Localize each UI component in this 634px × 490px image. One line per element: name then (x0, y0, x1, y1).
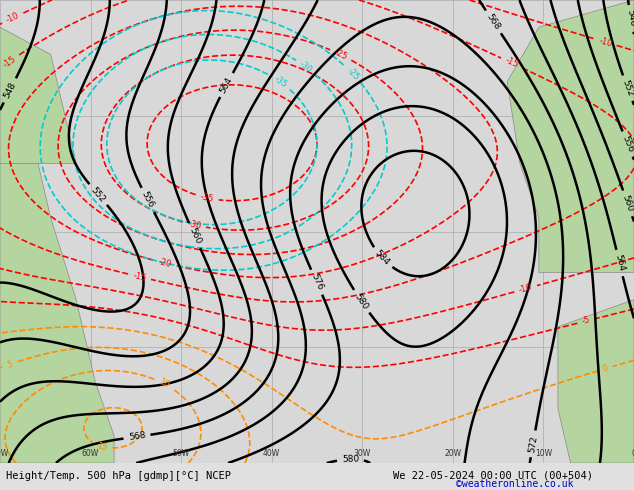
Text: 548: 548 (2, 81, 18, 100)
Text: ©weatheronline.co.uk: ©weatheronline.co.uk (456, 479, 574, 489)
Polygon shape (507, 0, 634, 272)
Text: 580: 580 (342, 454, 359, 464)
Text: -10: -10 (4, 11, 21, 25)
Text: 572: 572 (527, 435, 539, 453)
Text: -5: -5 (581, 316, 592, 326)
Text: 40W: 40W (263, 449, 280, 458)
Text: 580: 580 (353, 292, 370, 311)
Text: 556: 556 (620, 134, 634, 154)
Text: 5: 5 (6, 359, 13, 369)
Text: -10: -10 (518, 283, 533, 295)
Text: 20W: 20W (444, 449, 462, 458)
Text: 556: 556 (140, 190, 156, 210)
Text: 30W: 30W (354, 449, 371, 458)
Text: 15: 15 (96, 441, 108, 452)
Text: 10: 10 (157, 377, 171, 390)
Text: 560: 560 (187, 226, 202, 245)
Polygon shape (558, 299, 634, 463)
Text: 548: 548 (625, 9, 634, 27)
Text: 564: 564 (613, 254, 626, 272)
Text: -25: -25 (333, 48, 349, 62)
Text: 568: 568 (128, 431, 146, 442)
Text: -35: -35 (200, 192, 215, 204)
Text: -35: -35 (273, 74, 288, 90)
Text: -10: -10 (598, 36, 613, 49)
Text: -30: -30 (298, 59, 314, 75)
Text: 70W: 70W (0, 449, 9, 458)
Text: 584: 584 (373, 248, 391, 267)
Text: -15: -15 (132, 271, 147, 283)
Text: 60W: 60W (82, 449, 99, 458)
Text: -20: -20 (157, 257, 172, 269)
Text: 552: 552 (621, 78, 634, 98)
Text: 0: 0 (631, 449, 634, 458)
Text: We 22-05-2024 00:00 UTC (00+504): We 22-05-2024 00:00 UTC (00+504) (393, 470, 593, 481)
Text: -15: -15 (504, 56, 520, 70)
Text: Height/Temp. 500 hPa [gdmp][°C] NCEP: Height/Temp. 500 hPa [gdmp][°C] NCEP (6, 470, 231, 481)
Polygon shape (0, 27, 76, 164)
Text: 10W: 10W (535, 449, 552, 458)
Text: 576: 576 (309, 272, 325, 292)
Text: -30: -30 (186, 219, 202, 231)
Text: 0: 0 (602, 364, 609, 374)
Text: 564: 564 (219, 75, 235, 95)
Text: 560: 560 (621, 194, 634, 213)
Text: -25: -25 (345, 66, 361, 82)
Text: -15: -15 (1, 54, 18, 69)
Text: 50W: 50W (172, 449, 190, 458)
Text: 568: 568 (485, 12, 502, 31)
Text: 552: 552 (89, 185, 107, 204)
Polygon shape (0, 82, 114, 463)
